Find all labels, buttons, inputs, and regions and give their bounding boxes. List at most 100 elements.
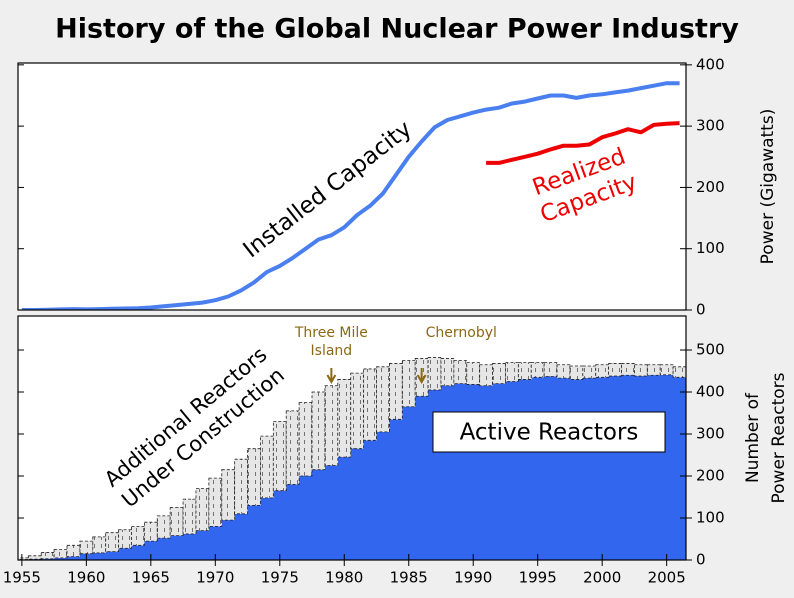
y-axis-label: Number of Power Reactors: [743, 372, 789, 503]
construction-bar: [388, 363, 403, 420]
x-tick-label: 1980: [325, 569, 363, 587]
active-bar: [453, 383, 468, 560]
active-bar: [312, 469, 326, 560]
construction-bar: [311, 391, 326, 471]
active-bar: [118, 548, 133, 560]
active-bar: [518, 379, 532, 560]
y-tick-label: 0: [696, 551, 706, 569]
construction-bar: [582, 365, 597, 379]
x-tick-label: 1990: [454, 569, 492, 587]
construction-bar: [376, 366, 390, 433]
construction-bar: [517, 362, 532, 380]
x-tick-label: 1955: [3, 569, 41, 587]
active-bar: [221, 520, 236, 560]
x-tick-label: 2005: [648, 569, 686, 587]
chart-title: History of the Global Nuclear Power Indu…: [55, 14, 739, 45]
active-bar: [647, 375, 661, 560]
construction-bar: [608, 363, 622, 377]
active-bar: [337, 457, 352, 560]
construction-bar: [260, 435, 274, 499]
active-bar: [131, 545, 145, 560]
active-bar: [350, 448, 365, 560]
active-bar: [363, 440, 378, 560]
construction-bar: [27, 555, 42, 560]
active-bar: [41, 558, 55, 560]
construction-bar: [131, 526, 145, 546]
active-bar: [54, 557, 68, 560]
construction-bar: [66, 544, 81, 558]
construction-bar: [530, 362, 545, 378]
active-bar: [67, 556, 81, 560]
active-bar: [492, 383, 507, 560]
construction-bar: [634, 364, 648, 377]
active-bar: [273, 490, 287, 560]
y-axis-label: Power (Gigawatts): [758, 109, 778, 265]
construction-bar: [569, 365, 584, 380]
active-bar: [260, 497, 274, 560]
active-bar: [621, 375, 636, 560]
y-axis-label-line: Number of: [743, 392, 763, 483]
active-bar: [582, 378, 597, 560]
x-tick-label: 1975: [261, 569, 299, 587]
y-tick-label: 300: [696, 425, 725, 443]
annotation-line: Island: [311, 343, 353, 359]
active-bar: [595, 377, 610, 560]
series-label: Active Reactors: [460, 420, 639, 446]
construction-bar: [363, 368, 377, 441]
active-bar: [673, 377, 686, 560]
annotation-line: Three Mile: [294, 325, 368, 341]
construction-bar: [646, 364, 661, 376]
construction-bar: [595, 364, 610, 378]
active-bar: [144, 541, 158, 560]
x-tick-label: 1965: [132, 569, 170, 587]
construction-bar: [195, 488, 210, 532]
construction-bar: [440, 358, 455, 387]
construction-bar: [401, 360, 416, 408]
y-tick-label: 100: [696, 509, 725, 527]
series-line: [21, 81, 680, 310]
construction-bar: [40, 552, 55, 560]
active-bar: [234, 513, 249, 560]
construction-bar: [453, 360, 468, 385]
construction-bar: [247, 448, 261, 506]
active-bar: [92, 552, 107, 560]
x-tick-label: 1995: [519, 569, 557, 587]
active-bar: [569, 379, 584, 560]
active-bar: [608, 376, 623, 560]
construction-bar: [427, 357, 442, 391]
active-bar: [195, 530, 210, 560]
construction-bar: [672, 366, 686, 378]
annotation-arrow: [326, 368, 337, 385]
active-bar: [299, 476, 313, 560]
active-bar: [157, 538, 171, 560]
active-bar: [544, 376, 558, 560]
construction-bar: [272, 421, 287, 492]
y-tick-label: 400: [696, 55, 725, 73]
active-bar: [324, 465, 339, 560]
active-bar: [634, 376, 648, 560]
construction-bar: [118, 529, 132, 549]
construction-bar: [324, 385, 339, 466]
construction-bar: [182, 498, 197, 535]
label-box: [432, 411, 666, 453]
x-tick-label: 1970: [196, 569, 234, 587]
active-bar: [170, 535, 184, 560]
active-bar: [105, 551, 120, 560]
construction-bar: [659, 364, 674, 376]
y-tick-label: 400: [696, 383, 725, 401]
construction-bar: [621, 363, 635, 376]
plot-frame: [17, 315, 687, 561]
active-bar: [402, 406, 416, 560]
active-bar: [557, 378, 571, 560]
construction-bar: [156, 515, 171, 539]
active-bar: [183, 533, 197, 560]
active-bar: [531, 377, 545, 560]
y-tick-label: 0: [696, 301, 706, 319]
x-tick-label: 1985: [390, 569, 428, 587]
construction-bar: [479, 364, 493, 387]
y-axis-label-line: Power (Gigawatts): [758, 109, 778, 265]
x-tick-label: 2000: [583, 569, 621, 587]
active-bar: [660, 374, 674, 560]
construction-bar: [556, 364, 571, 379]
